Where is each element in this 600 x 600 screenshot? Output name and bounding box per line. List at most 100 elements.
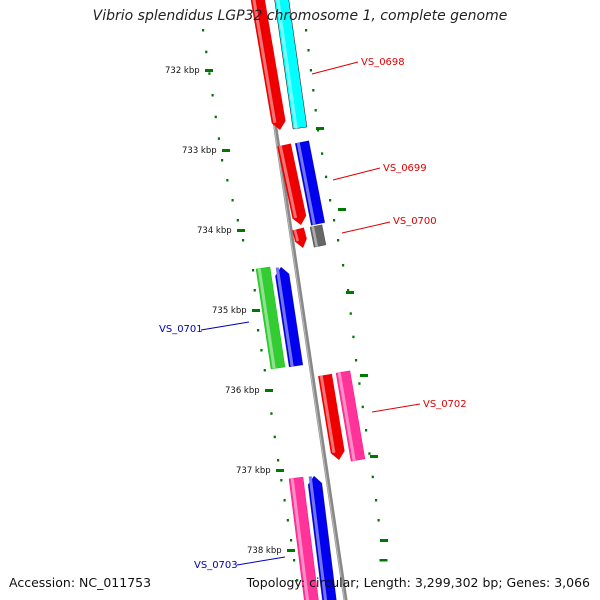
right-tick-mark [349,312,352,315]
right-tick-mark [337,239,340,242]
left-tick-mark [283,499,286,502]
gene-label-vs-0702[interactable]: VS_0702 [423,399,467,410]
gene-red-1-shine [252,0,277,124]
gene-label-vs-0698[interactable]: VS_0698 [361,57,405,68]
tick-track-left [202,29,299,582]
right-tick-mark [321,152,324,155]
leader-line-vs-0701 [200,321,250,331]
kbp-label-738: 738 kbp [247,546,282,556]
kbp-label-732: 732 kbp [165,66,200,76]
right-tick-mark [347,289,350,292]
left-tick-mark [214,115,217,119]
major-tick [237,229,245,232]
right-tick-mark [361,405,364,409]
right-tick-mark [358,382,361,385]
gene-grey-1-shine [311,226,319,247]
kbp-label-733: 733 kbp [182,146,217,156]
left-tick-mark [286,519,289,522]
left-tick-mark [280,479,283,482]
left-tick-mark [208,72,211,75]
major-tick [346,291,354,294]
gene-label-vs-0701[interactable]: VS_0701 [159,324,203,335]
leader-line-vs-0700 [341,221,391,234]
major-tick [316,127,324,130]
map-title: Vibrio splendidus LGP32 chromosome 1, co… [92,8,508,24]
right-tick-mark [329,199,332,202]
right-tick-mark [371,475,374,479]
leader-line-vs-0703 [236,556,286,566]
label-leaders [200,61,421,566]
gene-green-1-shine [257,268,276,369]
left-tick-mark [260,349,263,352]
gene-green-1 [255,266,286,370]
kbp-label-737: 737 kbp [236,466,271,476]
right-tick-mark [317,129,320,132]
gene-label-vs-0703[interactable]: VS_0703 [194,560,238,571]
gene-pink-2 [288,476,319,600]
gene-cyan-1 [274,0,308,130]
left-tick-mark [273,435,276,439]
major-tick [205,69,213,72]
left-tick-mark [252,269,255,272]
major-tick [338,208,346,211]
left-tick-mark [205,50,208,54]
left-tick-mark [221,159,224,162]
right-tick-mark [355,359,358,362]
gene-red-4 [318,373,345,460]
kbp-label-736: 736 kbp [225,386,260,396]
accession-text: Accession: NC_011753 [9,575,152,590]
gene-cyan-1-shine [276,0,298,129]
leader-line-vs-0699 [332,167,381,181]
major-tick [380,539,388,542]
kbp-label-734: 734 kbp [197,226,232,236]
right-tick-mark [307,49,310,52]
tick-track-right [305,29,388,562]
left-tick-mark [257,329,260,332]
gene-label-vs-0700[interactable]: VS_0700 [393,216,437,227]
gene-blue-2 [275,266,304,368]
gene-red-3-shine [293,229,300,242]
left-tick-mark [290,539,293,542]
leader-line-vs-0702 [371,403,421,413]
gene-pink-1-shine [337,372,356,461]
major-tick [276,469,284,472]
left-tick-mark [242,239,245,242]
left-tick-mark [202,29,205,32]
gene-red-1 [250,0,286,130]
left-tick-mark [253,289,256,292]
major-tick [265,389,273,392]
right-tick-mark [314,109,317,112]
gene-red-2 [277,143,307,225]
gene-blue-3 [307,475,337,600]
right-tick-mark [333,219,336,222]
left-tick-mark [211,94,214,97]
right-tick-mark [368,452,371,455]
left-tick-mark [217,137,221,140]
left-tick-mark [277,459,280,462]
gene-pink-2-shine [290,478,310,600]
right-tick-mark [375,499,378,502]
right-tick-mark [377,519,380,522]
right-tick-mark [305,29,308,32]
right-tick-mark [352,335,355,339]
right-tick-mark [342,264,345,267]
right-tick-mark [325,175,328,179]
right-tick-mark [309,69,312,72]
gene-red-3 [292,227,307,248]
leader-line-vs-0698 [311,61,359,75]
major-tick [287,549,295,552]
gene-red-2-shine [278,145,298,219]
gene-label-vs-0699[interactable]: VS_0699 [383,163,427,174]
left-tick-mark [293,559,296,562]
left-tick-mark [236,219,239,222]
major-tick [252,309,260,312]
gene-blue-2-shine [275,267,294,367]
right-tick-mark [312,89,315,92]
gene-blue-1-shine [296,142,316,226]
major-tick [222,149,230,152]
major-tick [370,455,378,458]
right-tick-mark [379,559,388,562]
left-tick-mark [270,412,273,415]
